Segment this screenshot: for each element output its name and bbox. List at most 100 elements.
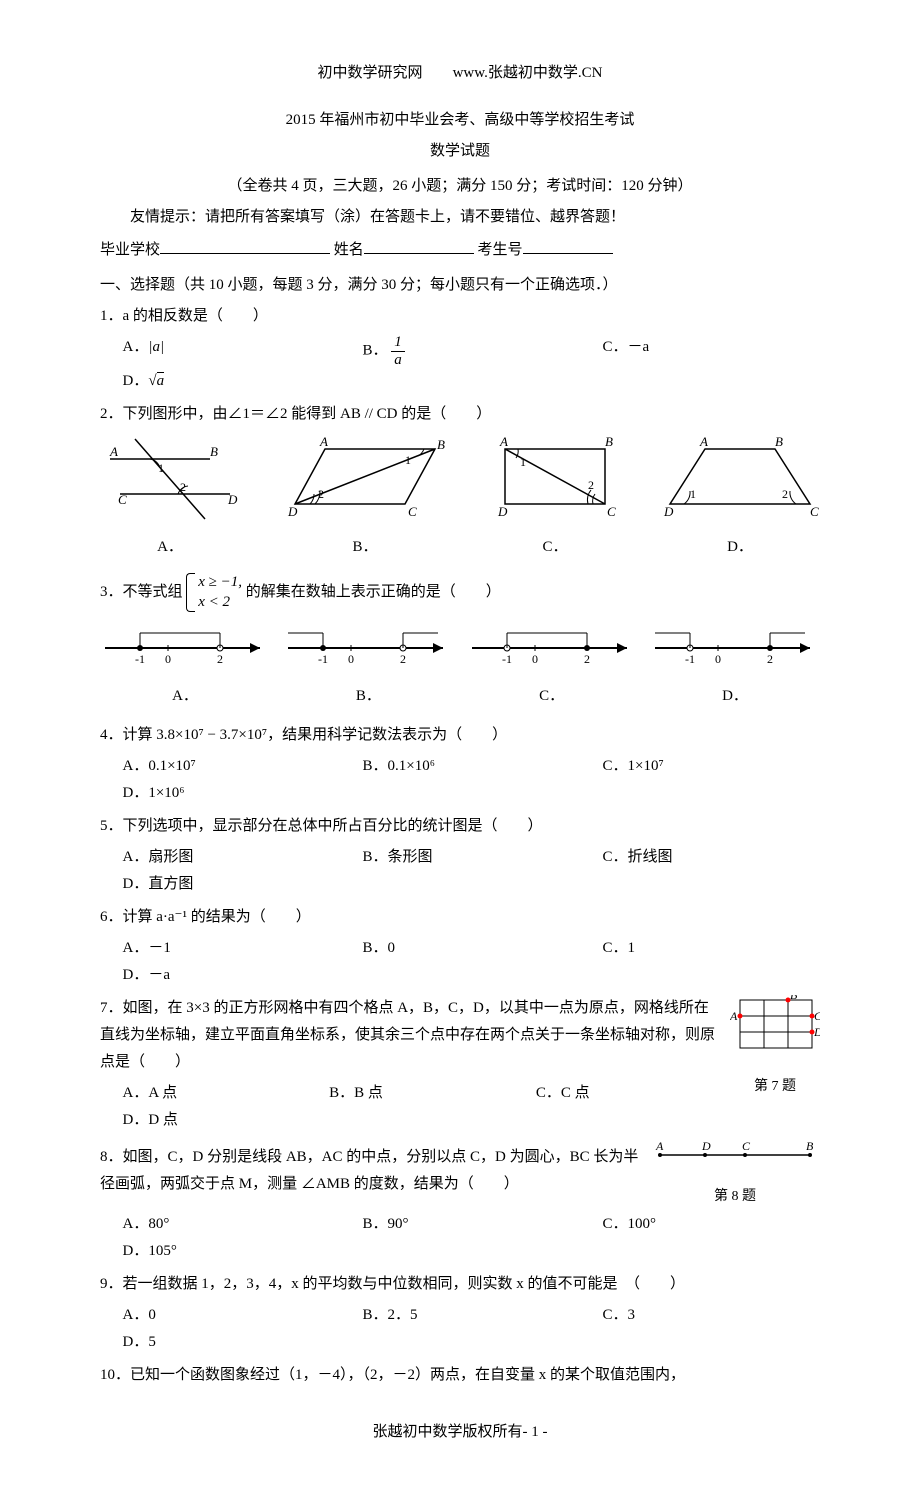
- q2-fig-d: A B C D 1 2 D．: [660, 434, 820, 561]
- svg-text:A: A: [109, 444, 118, 459]
- q6-opt-b[interactable]: B．0: [340, 935, 580, 962]
- q4-opt-a[interactable]: A．0.1×10⁷: [100, 753, 340, 780]
- q3-fig-a: -1 0 2 A．: [100, 618, 270, 710]
- q6-opt-d[interactable]: D．－a: [100, 962, 820, 989]
- q8-options: A．80° B．90° C．100° D．105°: [100, 1211, 820, 1265]
- q8-caption: 第 8 题: [650, 1184, 820, 1209]
- q9-opt-d[interactable]: D．5: [100, 1329, 820, 1356]
- q3-label-a: A．: [100, 683, 270, 710]
- blank-id[interactable]: [523, 235, 613, 254]
- label-school: 毕业学校: [100, 242, 160, 258]
- q2-label-c: C．: [490, 534, 620, 561]
- svg-text:0: 0: [715, 652, 721, 666]
- svg-text:C: C: [742, 1140, 751, 1153]
- q7-opt-a[interactable]: A．A 点: [100, 1080, 307, 1107]
- svg-text:D: D: [701, 1140, 711, 1153]
- q3-line1: x ≥ −1,: [198, 573, 242, 593]
- svg-text:B: B: [437, 437, 445, 452]
- svg-text:0: 0: [165, 652, 171, 666]
- q5-opt-b[interactable]: B．条形图: [340, 844, 580, 871]
- q8-opt-b[interactable]: B．90°: [340, 1211, 580, 1238]
- svg-text:A: A: [319, 434, 328, 449]
- svg-text:1: 1: [520, 455, 526, 469]
- q4-opt-d[interactable]: D．1×10⁶: [100, 780, 820, 807]
- exam-title: 2015 年福州市初中毕业会考、高级中等学校招生考试: [100, 107, 820, 134]
- q3-text: 3．不等式组 x ≥ −1, x < 2 的解集在数轴上表示正确的是（ ）: [100, 573, 820, 612]
- q3-label-d: D．: [650, 683, 820, 710]
- svg-text:B: B: [605, 434, 613, 449]
- q8-opt-d[interactable]: D．105°: [100, 1238, 820, 1265]
- q1-b-num: 1: [391, 334, 405, 352]
- page-header: 初中数学研究网 www.张越初中数学.CN: [100, 60, 820, 87]
- q3-suffix: 的解集在数轴上表示正确的是（ ）: [246, 584, 501, 600]
- svg-text:B: B: [806, 1140, 814, 1153]
- q6-options: A．－1 B．0 C．1 D．－a: [100, 935, 820, 989]
- q1-b-den: a: [391, 352, 405, 369]
- q1-b-label: B．: [363, 342, 388, 358]
- q5-opt-a[interactable]: A．扇形图: [100, 844, 340, 871]
- svg-text:2: 2: [400, 652, 406, 666]
- q6-opt-c[interactable]: C．1: [580, 935, 820, 962]
- svg-text:2: 2: [782, 487, 788, 501]
- q9-text: 9．若一组数据 1，2，3，4，x 的平均数与中位数相同，则实数 x 的值不可能…: [100, 1271, 820, 1298]
- q3-fig-c: -1 0 2 C．: [467, 618, 637, 710]
- svg-text:B: B: [790, 995, 798, 1002]
- q2-label-a: A．: [100, 534, 240, 561]
- q8-opt-a[interactable]: A．80°: [100, 1211, 340, 1238]
- q3-prefix: 3．不等式组: [100, 584, 183, 600]
- q7-opt-d[interactable]: D．D 点: [100, 1107, 720, 1134]
- q5-opt-c[interactable]: C．折线图: [580, 844, 820, 871]
- blank-school[interactable]: [160, 235, 330, 254]
- q5-options: A．扇形图 B．条形图 C．折线图 D．直方图: [100, 844, 820, 898]
- q5-text: 5．下列选项中，显示部分在总体中所占百分比的统计图是（ ）: [100, 813, 820, 840]
- q3-fig-d: -1 0 2 D．: [650, 618, 820, 710]
- q1-text: 1．a 的相反数是（ ）: [100, 303, 820, 330]
- svg-text:A: A: [499, 434, 508, 449]
- q2-figures: A B C D 1 2 A． A B C D 1 2: [100, 434, 820, 561]
- q9-opt-a[interactable]: A．0: [100, 1302, 340, 1329]
- svg-text:C: C: [814, 1009, 820, 1023]
- q7-text: 7．如图，在 3×3 的正方形网格中有四个格点 A，B，C，D，以其中一点为原点…: [100, 995, 820, 1076]
- exam-hint: 友情提示：请把所有答案填写（涂）在答题卡上，请不要错位、越界答题！: [100, 204, 820, 231]
- svg-text:1: 1: [690, 487, 696, 501]
- q1-opt-a[interactable]: A．|a|: [100, 334, 340, 368]
- q4-opt-b[interactable]: B．0.1×10⁶: [340, 753, 580, 780]
- q2-fig-a: A B C D 1 2 A．: [100, 434, 240, 561]
- q1-opt-b[interactable]: B． 1a: [340, 334, 580, 368]
- svg-text:1: 1: [158, 461, 164, 475]
- q4-text: 4．计算 3.8×10⁷ − 3.7×10⁷，结果用科学记数法表示为（ ）: [100, 722, 820, 749]
- q7-figure: A B C D 第 7 题: [730, 995, 820, 1099]
- q4-opt-c[interactable]: C．1×10⁷: [580, 753, 820, 780]
- label-name: 姓名: [334, 242, 364, 258]
- q1-options: A．|a| B． 1a C．－a D．√a: [100, 334, 820, 395]
- q5-opt-d[interactable]: D．直方图: [100, 871, 820, 898]
- blank-name[interactable]: [364, 235, 474, 254]
- q7-opt-b[interactable]: B．B 点: [307, 1080, 514, 1107]
- svg-text:2: 2: [217, 652, 223, 666]
- q1-opt-c[interactable]: C．－a: [580, 334, 820, 368]
- q2-label-b: B．: [280, 534, 450, 561]
- q8-opt-c[interactable]: C．100°: [580, 1211, 820, 1238]
- svg-text:C: C: [607, 504, 616, 519]
- q3-line2: x < 2: [198, 593, 242, 613]
- q3-brace: x ≥ −1, x < 2: [186, 573, 242, 612]
- q9-opt-b[interactable]: B．2．5: [340, 1302, 580, 1329]
- q9-opt-c[interactable]: C．3: [580, 1302, 820, 1329]
- header-right: www.张越初中数学.CN: [453, 65, 603, 81]
- page: 初中数学研究网 www.张越初中数学.CN 2015 年福州市初中毕业会考、高级…: [0, 0, 920, 1486]
- svg-text:2: 2: [588, 478, 594, 492]
- svg-text:-1: -1: [502, 652, 512, 666]
- svg-text:A: A: [655, 1140, 664, 1153]
- svg-text:A: A: [730, 1009, 738, 1023]
- svg-text:D: D: [813, 1025, 820, 1039]
- q3-figures: -1 0 2 A． -1 0 2 B．: [100, 618, 820, 710]
- q7-caption: 第 7 题: [730, 1074, 820, 1099]
- student-blanks: 毕业学校 姓名 考生号: [100, 235, 820, 264]
- svg-text:C: C: [810, 504, 819, 519]
- q6-opt-a[interactable]: A．－1: [100, 935, 340, 962]
- q7-opt-c[interactable]: C．C 点: [513, 1080, 720, 1107]
- svg-text:2: 2: [767, 652, 773, 666]
- svg-text:D: D: [227, 492, 238, 507]
- q4-options: A．0.1×10⁷ B．0.1×10⁶ C．1×10⁷ D．1×10⁶: [100, 753, 820, 807]
- q1-opt-d[interactable]: D．√a: [100, 368, 820, 395]
